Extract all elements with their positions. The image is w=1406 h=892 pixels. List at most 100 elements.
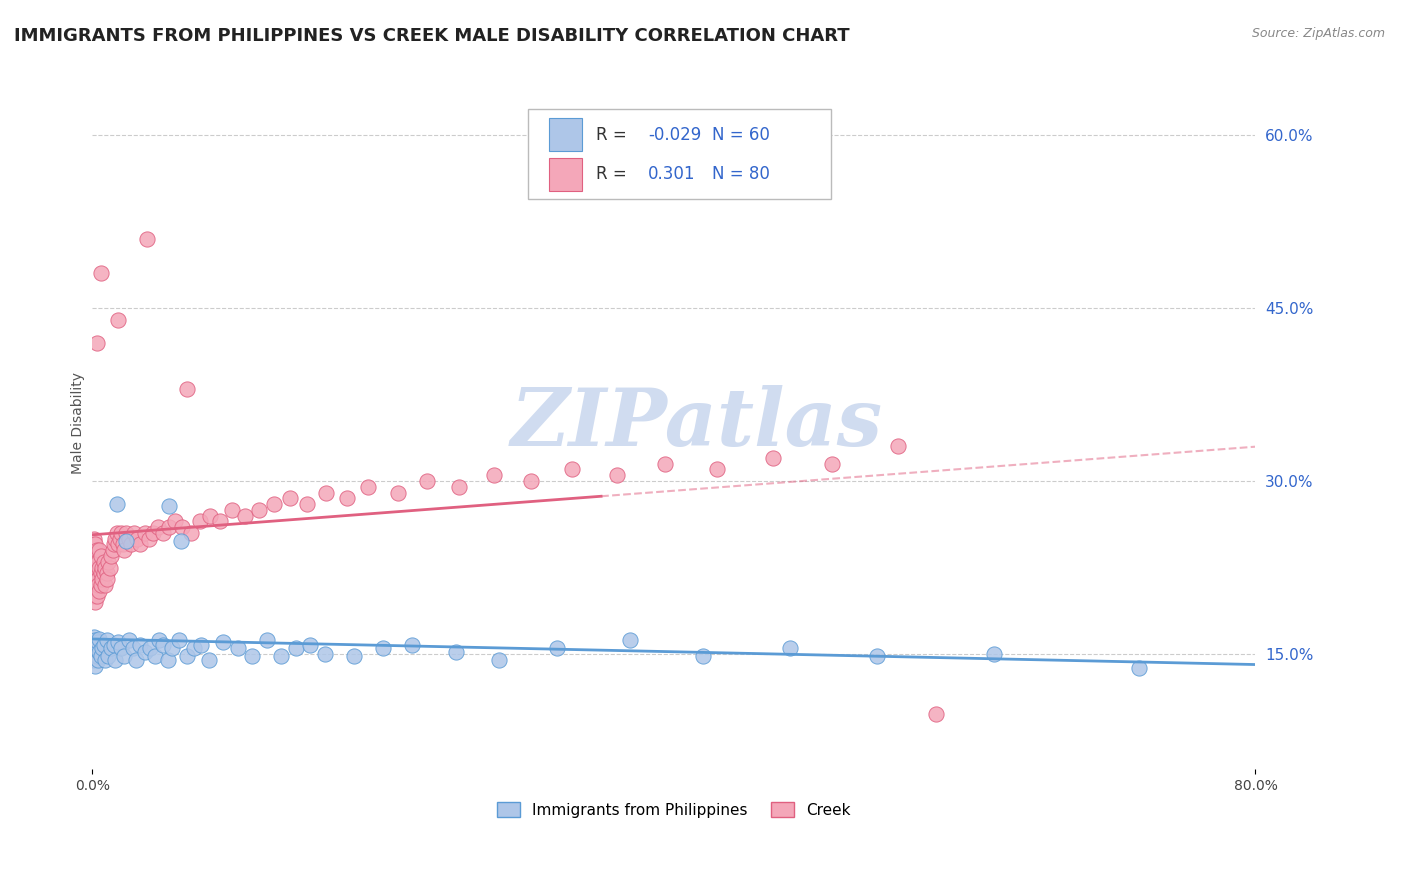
Point	[247, 503, 270, 517]
Point	[87, 653, 110, 667]
Point	[188, 515, 211, 529]
Point	[139, 641, 162, 656]
Point	[176, 382, 198, 396]
Point	[152, 638, 174, 652]
Point	[91, 560, 114, 574]
Point	[233, 508, 256, 523]
Point	[89, 632, 111, 646]
Point	[83, 630, 105, 644]
Point	[157, 500, 180, 514]
Point	[212, 635, 235, 649]
Point	[357, 480, 380, 494]
Point	[86, 560, 108, 574]
Point	[866, 649, 889, 664]
Point	[105, 525, 128, 540]
Point	[983, 647, 1005, 661]
Point	[101, 543, 124, 558]
Point	[91, 641, 114, 656]
Point	[142, 525, 165, 540]
Point	[105, 497, 128, 511]
Point	[343, 649, 366, 664]
Point	[387, 485, 409, 500]
Point	[89, 543, 111, 558]
Point	[606, 468, 628, 483]
Point	[83, 532, 105, 546]
Point	[114, 533, 136, 548]
Point	[112, 649, 135, 664]
Point	[134, 645, 156, 659]
Point	[96, 566, 118, 581]
Point	[561, 462, 583, 476]
Point	[170, 533, 193, 548]
Point	[83, 653, 105, 667]
Point	[100, 641, 122, 656]
Point	[762, 450, 785, 465]
Point	[520, 474, 543, 488]
Point	[114, 525, 136, 540]
Point	[240, 649, 263, 664]
Legend: Immigrants from Philippines, Creek: Immigrants from Philippines, Creek	[491, 796, 856, 824]
Point	[371, 641, 394, 656]
Point	[86, 578, 108, 592]
Point	[127, 532, 149, 546]
Point	[924, 706, 946, 721]
Point	[96, 572, 118, 586]
Point	[226, 641, 249, 656]
Point	[172, 520, 194, 534]
Point	[87, 555, 110, 569]
Point	[84, 647, 107, 661]
Point	[84, 595, 107, 609]
Point	[122, 641, 145, 656]
Point	[89, 560, 111, 574]
Text: Source: ZipAtlas.com: Source: ZipAtlas.com	[1251, 27, 1385, 40]
Text: -0.029: -0.029	[648, 126, 702, 144]
Point	[284, 641, 307, 656]
Point	[87, 635, 110, 649]
Point	[148, 633, 170, 648]
Point	[143, 649, 166, 664]
Point	[111, 537, 134, 551]
Bar	[529, 109, 831, 199]
Point	[108, 532, 131, 546]
Point	[183, 641, 205, 656]
Point	[209, 515, 232, 529]
Point	[90, 267, 112, 281]
Point	[547, 641, 569, 656]
Point	[706, 462, 728, 476]
Point	[84, 633, 107, 648]
Point	[94, 578, 117, 592]
Point	[190, 638, 212, 652]
Point	[125, 653, 148, 667]
Point	[156, 653, 179, 667]
Point	[180, 525, 202, 540]
Point	[278, 491, 301, 506]
Point	[692, 649, 714, 664]
Point	[165, 515, 187, 529]
Point	[86, 590, 108, 604]
Point	[93, 638, 115, 652]
Point	[94, 560, 117, 574]
Point	[110, 525, 132, 540]
Point	[104, 653, 127, 667]
Point	[93, 566, 115, 581]
Point	[84, 572, 107, 586]
Text: IMMIGRANTS FROM PHILIPPINES VS CREEK MALE DISABILITY CORRELATION CHART: IMMIGRANTS FROM PHILIPPINES VS CREEK MAL…	[14, 27, 849, 45]
Point	[98, 560, 121, 574]
Point	[112, 543, 135, 558]
Point	[89, 583, 111, 598]
Point	[97, 649, 120, 664]
Point	[84, 537, 107, 551]
Bar	[550, 119, 582, 152]
Point	[160, 641, 183, 656]
Point	[83, 641, 105, 656]
Point	[401, 638, 423, 652]
Point	[263, 497, 285, 511]
Point	[221, 503, 243, 517]
Point	[90, 649, 112, 664]
Point	[83, 566, 105, 581]
Point	[91, 572, 114, 586]
Point	[86, 543, 108, 558]
Bar	[550, 158, 582, 191]
Point	[821, 457, 844, 471]
Point	[157, 520, 180, 534]
